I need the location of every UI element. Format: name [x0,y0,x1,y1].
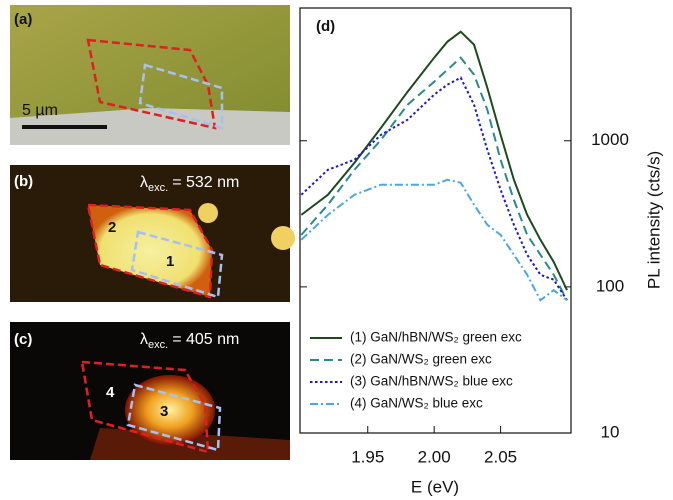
region-outline [80,360,210,454]
y-tick-label: 1000 [591,130,629,149]
panel-label: (d) [316,18,335,35]
x-tick-label: 1.95 [351,447,384,466]
region-outline [86,203,214,299]
x-tick-label: 2.05 [484,447,517,466]
plot-frame [299,7,572,434]
legend-label: (1) GaN/hBN/WS₂ green exc [350,330,522,345]
legend-label: (2) GaN/WS₂ green exc [350,352,492,367]
region-outline [138,63,224,130]
chart: (d) E (eV) PL intensity (cts/s) 1.95 2.00… [299,7,663,496]
panel-label: (c) [14,331,32,348]
lambda: λ [140,331,148,348]
flake [88,205,212,297]
scale-label: 5 µm [22,102,58,119]
spot [271,226,295,250]
wavelength: = 405 nm [172,331,239,348]
legend-label: (4) GaN/WS₂ blue exc [350,396,483,411]
excitation-label: λexc. = 532 nm [140,174,239,194]
region-label: 2 [108,219,116,236]
region-outline [130,230,224,299]
panel-label: (a) [14,11,32,28]
wavelength: = 532 nm [172,174,239,191]
panel-a: 5 µm (a) [10,5,290,145]
spot [198,203,218,223]
subscript: exc. [148,339,168,351]
y-tick-label: 10 [601,422,620,441]
panel-label: (b) [14,173,33,190]
region-label: 3 [160,403,168,420]
y-tick-label: 100 [596,276,624,295]
lambda: λ [140,174,148,191]
series-line [300,30,568,291]
series-line [300,178,568,302]
panel-c: (c) λexc. = 405 nm 4 3 [10,322,290,460]
legend-label: (3) GaN/hBN/WS₂ blue exc [350,374,513,389]
region-outline [86,38,217,130]
subscript: exc. [148,182,168,194]
substrate [10,108,290,145]
region-label: 4 [106,384,115,401]
x-axis-title: E (eV) [411,477,459,496]
flake [125,375,215,445]
panel-b: (b) λexc. = 532 nm 2 1 [10,165,295,302]
x-tick-label: 2.00 [418,447,451,466]
region-label: 1 [166,253,174,270]
y-axis-title: PL intensity (cts/s) [644,151,663,289]
excitation-label: λexc. = 405 nm [140,331,239,351]
series-line [300,56,568,301]
series-line [300,76,568,301]
